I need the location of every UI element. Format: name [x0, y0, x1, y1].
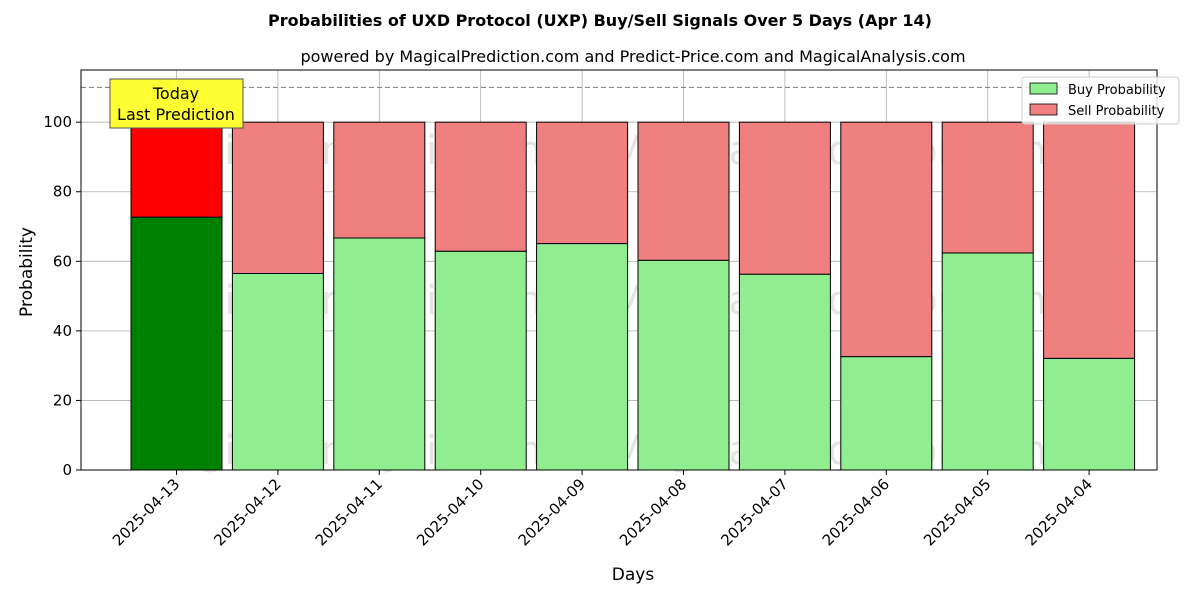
- bar-sell: [637, 121, 730, 261]
- x-tick-label: 2025-04-05: [920, 475, 994, 549]
- bar-sell: [434, 121, 527, 252]
- chart-title: Probabilities of UXD Protocol (UXP) Buy/…: [268, 11, 932, 30]
- bar-buy: [637, 259, 730, 471]
- legend-swatch-sell: [1029, 103, 1058, 116]
- legend-label-buy: Buy Probability: [1068, 83, 1166, 98]
- annotation-background: [109, 78, 244, 129]
- annotation-line-1: Today: [152, 84, 199, 103]
- y-tick-label: 0: [62, 461, 72, 479]
- bar-buy: [231, 272, 324, 471]
- bar-buy: [333, 237, 426, 471]
- bar-sell: [738, 121, 831, 275]
- y-tick-label: 100: [43, 113, 72, 131]
- bars: [130, 121, 1136, 471]
- y-tick-label: 40: [53, 322, 72, 340]
- annotation-box: Today Last Prediction: [109, 78, 244, 129]
- bar-buy: [1043, 357, 1136, 471]
- bar-buy: [434, 250, 527, 471]
- x-tick-label: 2025-04-06: [819, 475, 893, 549]
- bar-buy: [130, 216, 223, 471]
- x-tick-label: 2025-04-08: [616, 475, 690, 549]
- x-tick-label: 2025-04-11: [312, 475, 386, 549]
- bar-sell: [1043, 121, 1136, 359]
- y-axis: 0 20 40 60 80 100: [43, 113, 81, 479]
- bar-sell: [840, 121, 933, 358]
- bar-sell: [231, 121, 324, 274]
- annotation-line-2: Last Prediction: [117, 105, 235, 124]
- bar-buy: [738, 273, 831, 471]
- bar-buy: [840, 356, 933, 471]
- y-axis-label: Probability: [17, 227, 37, 317]
- x-tick-label: 2025-04-04: [1022, 475, 1096, 549]
- x-axis: 2025-04-13 2025-04-12 2025-04-11 2025-04-10…: [109, 470, 1096, 549]
- bar-buy: [941, 252, 1034, 471]
- legend-swatch-buy: [1029, 82, 1058, 95]
- bar-sell: [941, 121, 1034, 254]
- legend-frame: [1021, 76, 1180, 125]
- bar-buy: [536, 243, 629, 471]
- x-tick-label: 2025-04-07: [717, 475, 791, 549]
- legend: Buy Probability Sell Probability: [1021, 76, 1180, 125]
- x-axis-label: Days: [612, 565, 655, 585]
- chart-subtitle: powered by MagicalPrediction.com and Pre…: [300, 47, 965, 66]
- bar-sell: [536, 121, 629, 245]
- x-tick-label: 2025-04-09: [515, 475, 589, 549]
- x-tick-label: 2025-04-13: [109, 475, 183, 549]
- x-tick-label: 2025-04-12: [210, 475, 284, 549]
- plot-frame: [80, 69, 1158, 471]
- y-tick-label: 20: [53, 391, 72, 409]
- x-tick-label: 2025-04-10: [413, 475, 487, 549]
- bar-sell: [333, 121, 426, 239]
- y-tick-label: 80: [53, 183, 72, 201]
- bar-sell: [130, 121, 223, 218]
- legend-label-sell: Sell Probability: [1068, 104, 1165, 119]
- y-tick-label: 60: [53, 252, 72, 270]
